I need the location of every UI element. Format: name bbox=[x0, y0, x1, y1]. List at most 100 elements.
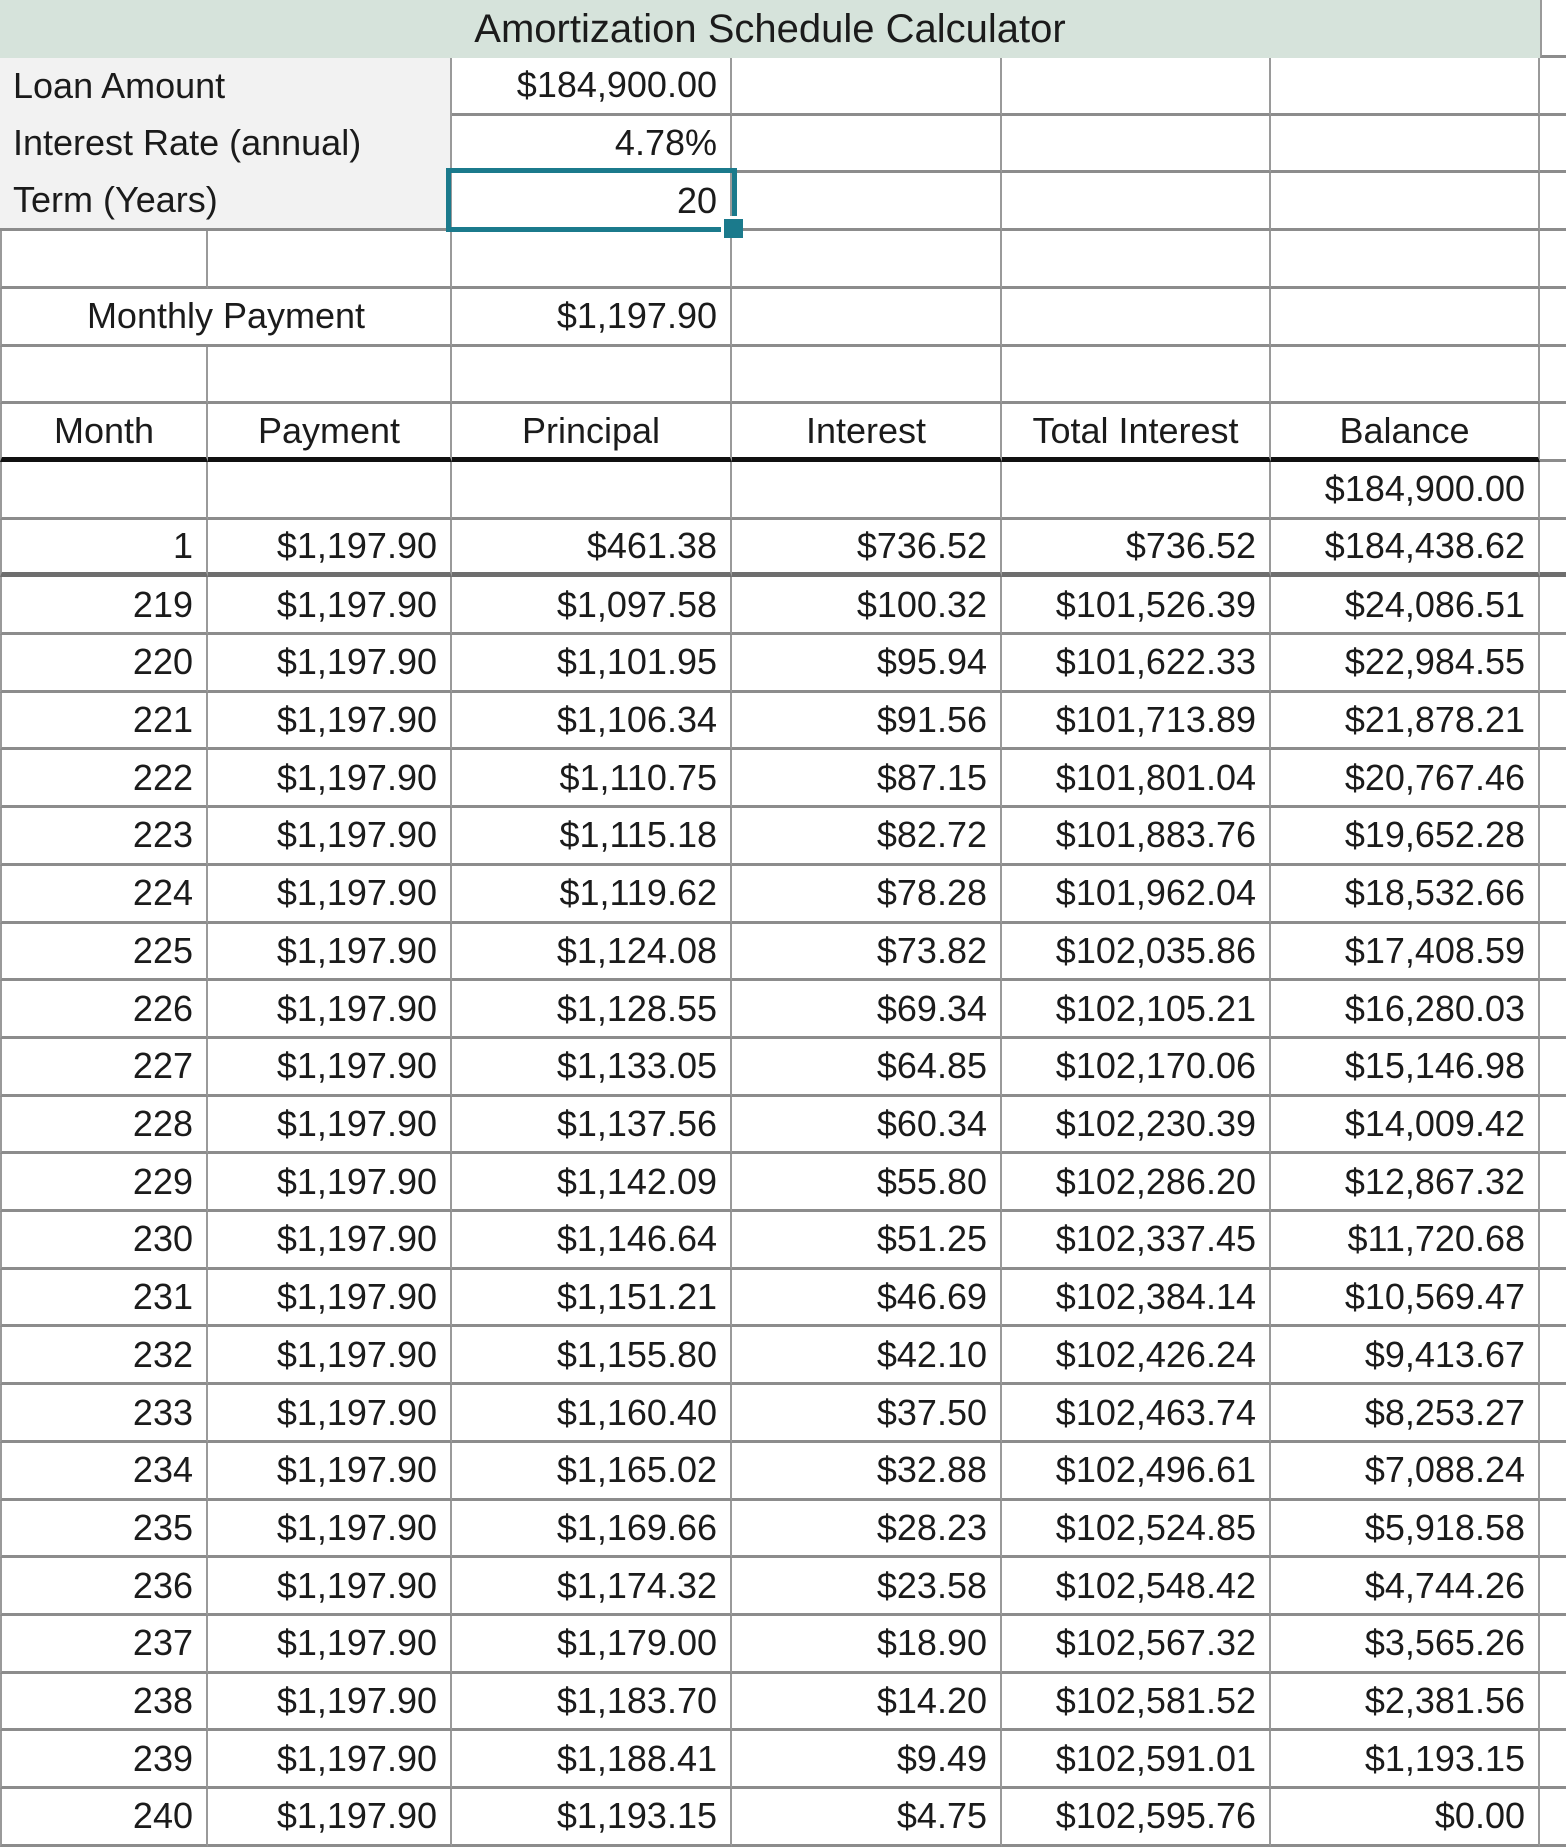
principal-cell[interactable]: $1,097.58 bbox=[452, 577, 732, 636]
principal-cell[interactable]: $1,142.09 bbox=[452, 1154, 732, 1213]
balance-cell[interactable]: $17,408.59 bbox=[1271, 923, 1540, 982]
selected-cell-outline[interactable] bbox=[446, 168, 743, 238]
empty-cell[interactable] bbox=[1540, 693, 1566, 751]
total-interest-cell[interactable]: $736.52 bbox=[1002, 519, 1271, 578]
total-interest-cell[interactable]: $102,595.76 bbox=[1002, 1789, 1271, 1847]
principal-cell[interactable]: $1,137.56 bbox=[452, 1096, 732, 1155]
empty-cell[interactable] bbox=[1540, 1039, 1566, 1097]
empty-cell[interactable] bbox=[732, 58, 1002, 116]
empty-cell[interactable] bbox=[452, 231, 732, 289]
empty-cell[interactable] bbox=[1002, 288, 1271, 347]
month-cell[interactable]: 227 bbox=[0, 1038, 208, 1097]
payment-cell[interactable]: $1,197.90 bbox=[208, 1789, 452, 1847]
interest-cell[interactable]: $28.23 bbox=[732, 1500, 1002, 1559]
empty-cell[interactable] bbox=[208, 346, 452, 405]
empty-cell[interactable] bbox=[1540, 1097, 1566, 1155]
interest-cell[interactable]: $23.58 bbox=[732, 1558, 1002, 1616]
balance-cell[interactable]: $12,867.32 bbox=[1271, 1154, 1540, 1213]
empty-cell[interactable] bbox=[732, 346, 1002, 405]
total-interest-cell[interactable]: $102,591.01 bbox=[1002, 1731, 1271, 1790]
empty-cell[interactable] bbox=[1540, 347, 1566, 405]
balance-cell[interactable]: $19,652.28 bbox=[1271, 808, 1540, 866]
balance-cell[interactable]: $11,720.68 bbox=[1271, 1212, 1540, 1270]
empty-cell[interactable] bbox=[1002, 173, 1271, 232]
empty-cell[interactable] bbox=[1540, 750, 1566, 809]
empty-cell[interactable] bbox=[208, 461, 452, 520]
monthly-payment-value[interactable]: $1,197.90 bbox=[452, 288, 732, 347]
total-interest-cell[interactable]: $102,463.74 bbox=[1002, 1385, 1271, 1443]
balance-cell[interactable]: $20,767.46 bbox=[1271, 750, 1540, 809]
payment-cell[interactable]: $1,197.90 bbox=[208, 1212, 452, 1270]
balance-cell[interactable]: $24,086.51 bbox=[1271, 577, 1540, 636]
empty-cell[interactable] bbox=[1540, 1270, 1566, 1328]
principal-cell[interactable]: $1,165.02 bbox=[452, 1442, 732, 1501]
payment-cell[interactable]: $1,197.90 bbox=[208, 1615, 452, 1674]
total-interest-cell[interactable]: $102,426.24 bbox=[1002, 1327, 1271, 1386]
payment-cell[interactable]: $1,197.90 bbox=[208, 1500, 452, 1559]
empty-cell[interactable] bbox=[1540, 1731, 1566, 1790]
empty-cell[interactable] bbox=[1540, 404, 1566, 462]
payment-cell[interactable]: $1,197.90 bbox=[208, 1442, 452, 1501]
interest-cell[interactable]: $73.82 bbox=[732, 923, 1002, 982]
empty-cell[interactable] bbox=[1540, 462, 1566, 520]
empty-cell[interactable] bbox=[1540, 1212, 1566, 1270]
payment-cell[interactable]: $1,197.90 bbox=[208, 1327, 452, 1386]
initial-balance-cell[interactable]: $184,900.00 bbox=[1271, 461, 1540, 520]
total-interest-cell[interactable]: $102,035.86 bbox=[1002, 923, 1271, 982]
payment-cell[interactable]: $1,197.90 bbox=[208, 923, 452, 982]
interest-cell[interactable]: $51.25 bbox=[732, 1212, 1002, 1270]
balance-cell[interactable]: $10,569.47 bbox=[1271, 1269, 1540, 1328]
balance-cell[interactable]: $7,088.24 bbox=[1271, 1442, 1540, 1501]
total-interest-cell[interactable]: $101,713.89 bbox=[1002, 692, 1271, 751]
total-interest-cell[interactable]: $101,801.04 bbox=[1002, 750, 1271, 809]
empty-cell[interactable] bbox=[0, 231, 208, 289]
principal-cell[interactable]: $1,151.21 bbox=[452, 1269, 732, 1328]
empty-cell[interactable] bbox=[1002, 346, 1271, 405]
balance-cell[interactable]: $15,146.98 bbox=[1271, 1038, 1540, 1097]
empty-cell[interactable] bbox=[452, 346, 732, 405]
total-interest-cell[interactable]: $101,622.33 bbox=[1002, 635, 1271, 693]
principal-cell[interactable]: $1,119.62 bbox=[452, 865, 732, 924]
empty-cell[interactable] bbox=[1540, 520, 1566, 578]
empty-cell[interactable] bbox=[1271, 288, 1540, 347]
empty-cell[interactable] bbox=[1540, 866, 1566, 924]
total-interest-cell[interactable]: $102,548.42 bbox=[1002, 1558, 1271, 1616]
empty-cell[interactable] bbox=[208, 231, 452, 289]
month-cell[interactable]: 235 bbox=[0, 1500, 208, 1559]
payment-cell[interactable]: $1,197.90 bbox=[208, 1038, 452, 1097]
balance-cell[interactable]: $5,918.58 bbox=[1271, 1500, 1540, 1559]
interest-cell[interactable]: $18.90 bbox=[732, 1615, 1002, 1674]
empty-cell[interactable] bbox=[1540, 1443, 1566, 1501]
month-cell[interactable]: 1 bbox=[0, 519, 208, 578]
empty-cell[interactable] bbox=[1540, 577, 1566, 636]
principal-cell[interactable]: $1,193.15 bbox=[452, 1789, 732, 1847]
fill-handle[interactable] bbox=[721, 216, 743, 238]
empty-cell[interactable] bbox=[1271, 231, 1540, 289]
total-interest-cell[interactable]: $102,496.61 bbox=[1002, 1442, 1271, 1501]
balance-cell[interactable]: $21,878.21 bbox=[1271, 692, 1540, 751]
total-interest-cell[interactable]: $102,524.85 bbox=[1002, 1500, 1271, 1559]
loan-amount-label[interactable]: Loan Amount bbox=[13, 65, 226, 107]
interest-cell[interactable]: $46.69 bbox=[732, 1269, 1002, 1328]
principal-cell[interactable]: $1,128.55 bbox=[452, 981, 732, 1039]
balance-cell[interactable]: $184,438.62 bbox=[1271, 519, 1540, 578]
payment-cell[interactable]: $1,197.90 bbox=[208, 635, 452, 693]
month-cell[interactable]: 226 bbox=[0, 981, 208, 1039]
term-years-label[interactable]: Term (Years) bbox=[13, 178, 218, 220]
empty-cell[interactable] bbox=[732, 231, 1002, 289]
month-cell[interactable]: 240 bbox=[0, 1789, 208, 1847]
total-interest-cell[interactable]: $102,581.52 bbox=[1002, 1673, 1271, 1732]
payment-cell[interactable]: $1,197.90 bbox=[208, 692, 452, 751]
month-cell[interactable]: 230 bbox=[0, 1212, 208, 1270]
interest-rate-value[interactable]: 4.78% bbox=[452, 115, 732, 174]
empty-cell[interactable] bbox=[1271, 346, 1540, 405]
payment-cell[interactable]: $1,197.90 bbox=[208, 1673, 452, 1732]
empty-cell[interactable] bbox=[732, 461, 1002, 520]
empty-cell[interactable] bbox=[1271, 58, 1540, 116]
header-balance[interactable]: Balance bbox=[1271, 404, 1540, 462]
month-cell[interactable]: 221 bbox=[0, 692, 208, 751]
total-interest-cell[interactable]: $102,230.39 bbox=[1002, 1096, 1271, 1155]
principal-cell[interactable]: $1,110.75 bbox=[452, 750, 732, 809]
empty-cell[interactable] bbox=[1002, 231, 1271, 289]
month-cell[interactable]: 229 bbox=[0, 1154, 208, 1213]
